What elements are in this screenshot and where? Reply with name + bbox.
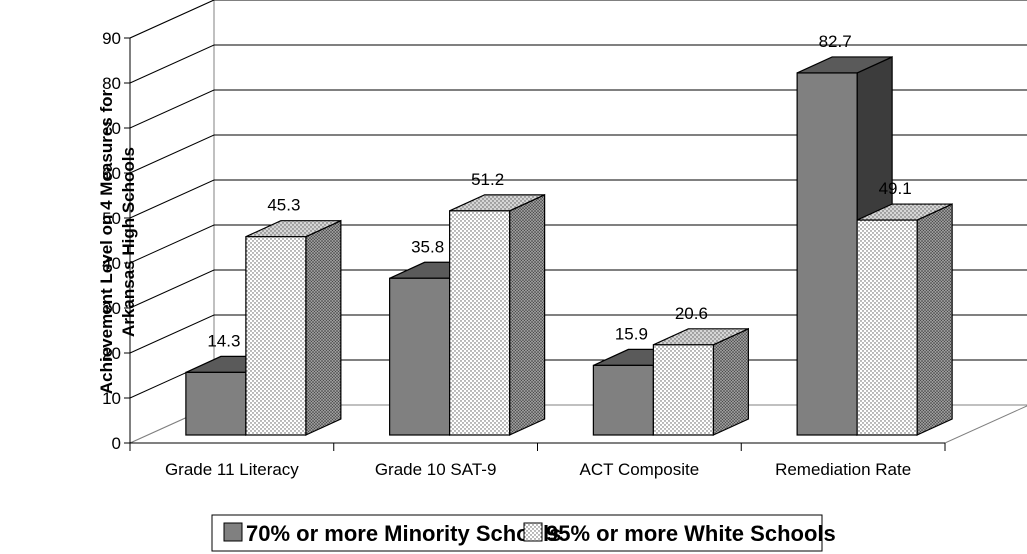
bar-front-face: [856, 219, 918, 436]
y-tick-label: 50: [102, 209, 121, 228]
data-label: 15.9: [615, 324, 648, 343]
y-axis-title-line-1: Achievement Level on 4 Measures for: [97, 90, 116, 395]
x-category-label: Grade 11 Literacy: [165, 460, 299, 479]
data-label: 82.7: [819, 32, 852, 51]
bar-side-face: [509, 193, 546, 436]
y-tick-label: 60: [102, 164, 121, 183]
y-tick-label: 40: [102, 254, 121, 273]
y-tick-label: 0: [112, 434, 121, 453]
legend-label-white: 95% or more White Schools: [546, 521, 836, 546]
y-axis-title: Achievement Level on 4 Measures for Arka…: [97, 90, 138, 395]
gridline: [129, 0, 1027, 39]
gridline: [129, 179, 1027, 219]
legend-swatch-minority: [223, 522, 243, 542]
bar-front-face: [185, 371, 247, 436]
legend-swatch-white: [523, 522, 543, 542]
y-tick-label: 20: [102, 344, 121, 363]
y-tick-label: 90: [102, 29, 121, 48]
data-label: 14.3: [207, 331, 240, 350]
legend: 70% or more Minority Schools 95% or more…: [211, 514, 836, 552]
y-tick-label: 70: [102, 119, 121, 138]
bar-front-face: [245, 236, 307, 436]
bar-front-face: [389, 277, 451, 436]
data-label: 51.2: [471, 170, 504, 189]
gridline: [129, 44, 1027, 84]
axes: 0 10 20 30 40 50 60 70 80 90 Grade 11 Literacy Grad…: [102, 29, 946, 479]
gridlines: [129, 0, 1027, 399]
gridline: [129, 224, 1027, 264]
data-label: 35.8: [411, 237, 444, 256]
gridline: [129, 269, 1027, 309]
bar-front-face: [796, 72, 858, 436]
bar-front-face: [652, 344, 714, 436]
bar-side-face: [712, 327, 749, 436]
x-category-label: Grade 10 SAT-9: [375, 460, 497, 479]
y-tick-label: 80: [102, 74, 121, 93]
y-axis-title-line-2: Arkansas High Schools: [119, 147, 138, 337]
bar-front-face: [449, 210, 511, 436]
data-label: 45.3: [267, 196, 300, 215]
bar: [652, 327, 749, 436]
bar-front-face: [592, 364, 654, 436]
y-tick-label: 10: [102, 389, 121, 408]
bars: [185, 56, 953, 436]
legend-label-minority: 70% or more Minority Schools: [246, 521, 561, 546]
gridline: [129, 134, 1027, 174]
x-category-label: Remediation Rate: [775, 460, 911, 479]
bar: [856, 203, 953, 436]
bar: [245, 219, 342, 436]
gridline: [129, 314, 1027, 354]
x-category-label: ACT Composite: [580, 460, 700, 479]
gridline: [129, 89, 1027, 129]
data-label: 49.1: [879, 179, 912, 198]
data-labels: 14.3 45.3 35.8 51.2 15.9 20.6 82.7 49.1: [207, 32, 911, 350]
y-tick-label: 30: [102, 299, 121, 318]
legend-border: [211, 514, 823, 552]
bar-side-face: [916, 203, 953, 436]
bar-side-face: [305, 219, 342, 436]
bar: [449, 193, 546, 436]
data-label: 20.6: [675, 304, 708, 323]
